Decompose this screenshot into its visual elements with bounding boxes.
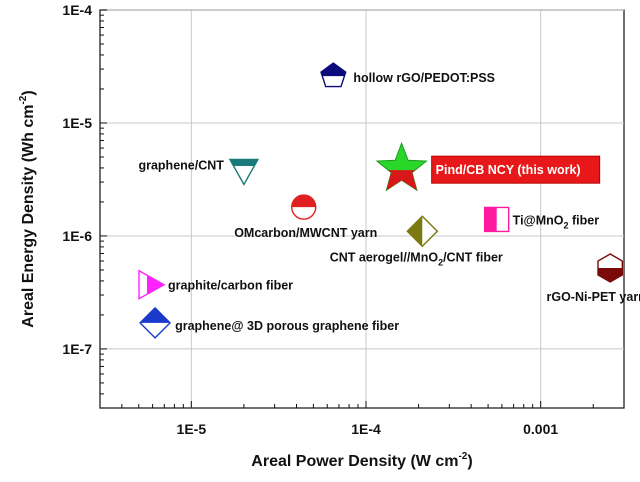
point-label: hollow rGO/PEDOT:PSS: [353, 71, 495, 85]
y-axis-title-text: Areal Energy Density (Wh cm: [20, 105, 37, 328]
point-label-text: Ti@MnO: [513, 213, 564, 227]
point-label: rGO-Ni-PET yarn: [547, 290, 640, 304]
y-tick-label: 1E-5: [62, 115, 92, 131]
tick-labels: 1E-5 1E-4 0.001 1E-7 1E-6 1E-5 1E-4: [62, 2, 558, 437]
highlight-label-box: [431, 155, 601, 184]
point-label-text: Pind/CB NCY (this work): [436, 163, 581, 177]
grid-lines: [100, 9, 624, 408]
x-axis-title: Areal Power Density (W cm-2): [251, 451, 472, 470]
x-axis-title-text: Areal Power Density (W cm: [251, 453, 458, 470]
data-markers: [138, 62, 623, 339]
point-label-text: CNT aerogel//MnO: [330, 250, 439, 264]
point-label-end: /CNT fiber: [443, 250, 503, 264]
point-label: OMcarbon/MWCNT yarn: [234, 226, 377, 240]
plot-area: [99, 9, 625, 409]
data-point: [139, 306, 172, 339]
point-label-text: graphene@ 3D porous graphene fiber: [175, 319, 399, 333]
x-axis-title-sup: -2: [458, 451, 467, 462]
data-point: [406, 215, 439, 248]
y-axis-title: Areal Energy Density (Wh cm-2): [18, 90, 37, 327]
x-tick-label: 1E-5: [177, 421, 207, 437]
point-label-end: fiber: [569, 213, 600, 227]
y-tick-label: 1E-7: [62, 341, 92, 357]
data-point: [375, 141, 428, 192]
x-tick-label: 0.001: [523, 421, 558, 437]
x-tick-label: 1E-4: [351, 421, 381, 437]
point-label-text: graphite/carbon fiber: [168, 279, 293, 293]
point-label-text: rGO-Ni-PET yarn: [547, 290, 640, 304]
data-point: [597, 253, 623, 283]
point-labels: hollow rGO/PEDOT:PSS graphene/CNT Pind/CB …: [138, 71, 640, 333]
point-label: Ti@MnO2 fiber: [513, 213, 600, 230]
point-label-sub: 2: [438, 257, 443, 267]
y-tick-label: 1E-6: [62, 228, 92, 244]
data-point: [138, 269, 166, 300]
point-label-text: hollow rGO/PEDOT:PSS: [353, 71, 495, 85]
point-label: CNT aerogel//MnO2/CNT fiber: [330, 250, 503, 267]
data-point: [483, 206, 510, 233]
data-point: [291, 194, 317, 220]
data-point: [228, 158, 260, 186]
axis-ticks: [99, 9, 625, 409]
point-label-text: OMcarbon/MWCNT yarn: [234, 226, 377, 240]
data-point: [320, 62, 347, 88]
point-label-text: graphene/CNT: [138, 158, 224, 172]
y-axis-title-end: ): [20, 90, 37, 95]
y-axis-title-sup: -2: [18, 95, 29, 104]
point-label: graphene/CNT: [138, 158, 224, 172]
x-axis-title-end: ): [467, 453, 472, 470]
point-label: Pind/CB NCY (this work): [436, 163, 581, 177]
point-label: graphite/carbon fiber: [168, 279, 293, 293]
point-label-sub: 2: [564, 220, 569, 230]
point-label: graphene@ 3D porous graphene fiber: [175, 319, 399, 333]
y-tick-label: 1E-4: [62, 2, 92, 18]
